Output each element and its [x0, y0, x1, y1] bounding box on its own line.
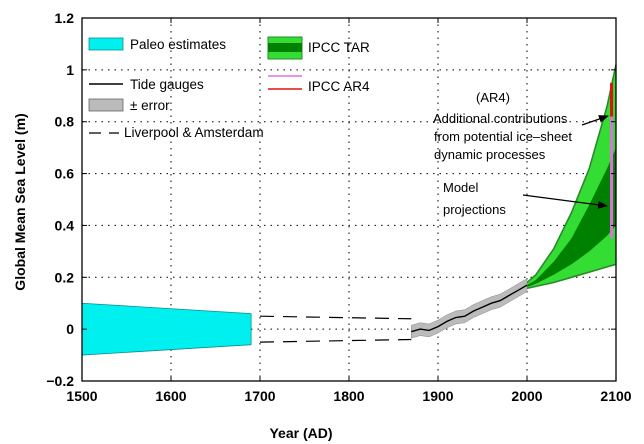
y-tick-label: 1 [66, 62, 74, 78]
y-tick-label: 0.8 [55, 114, 75, 130]
x-tick-label: 1800 [333, 388, 364, 404]
legend-label-paleo: Paleo estimates [130, 37, 226, 52]
liverpool-lower-line [259, 338, 412, 343]
legend-swatch-error [88, 98, 124, 112]
ice-sheet-annotation-line2: from potential ice–sheet [434, 129, 572, 144]
legend-label-liverpool: Liverpool & Amsterdam [124, 125, 264, 140]
model-projections-arrow [522, 194, 608, 209]
tar-upper-edge [517, 64, 617, 291]
tar-lower-edge [517, 263, 617, 292]
ar4-ice-sheet-bar [610, 82, 614, 117]
x-tick-label: 2100 [600, 388, 631, 404]
grid [82, 18, 616, 381]
ice-sheet-arrow [581, 115, 609, 126]
legend-label-ar4: IPCC AR4 [308, 79, 370, 94]
x-tick-label: 1600 [155, 388, 186, 404]
legend-label-tar: IPCC TAR [308, 40, 370, 55]
tick-labels: 1500 1600 1700 1800 1900 2000 2100 −0.2 0 0.2 0.4 0… [46, 10, 631, 404]
y-tick-label: −0.2 [46, 373, 74, 389]
y-tick-label: 0.2 [55, 269, 75, 285]
x-tick-label: 1900 [422, 388, 453, 404]
liverpool-upper-line [259, 315, 412, 320]
legend: Paleo estimates Tide gauges ± error Live… [88, 36, 370, 140]
y-tick-label: 0.4 [55, 217, 75, 233]
tide-gauge-line [411, 284, 528, 333]
ice-sheet-annotation-line1: Additional contributions [433, 111, 568, 126]
y-axis-title: Global Mean Sea Level (m) [12, 113, 28, 290]
tide-error-band [411, 278, 528, 339]
legend-label-error: ± error [130, 98, 170, 113]
legend-swatch-tar-inner [268, 43, 302, 52]
y-tick-label: 0.6 [55, 166, 75, 182]
ar4-annotation: (AR4) [476, 90, 510, 105]
legend-swatch-paleo [88, 37, 124, 51]
ar4-model-bar [610, 116, 614, 239]
model-projections-line1: Model [443, 180, 479, 195]
ice-sheet-annotation-line3: dynamic processes [434, 147, 546, 162]
tar-inner-band [518, 147, 616, 291]
y-tick-label: 1.2 [55, 10, 75, 26]
x-tick-label: 1700 [244, 388, 275, 404]
y-tick-label: 0 [66, 321, 74, 337]
x-tick-label: 1500 [66, 388, 97, 404]
legend-label-tide: Tide gauges [130, 77, 204, 92]
x-axis-title: Year (AD) [269, 425, 332, 441]
x-tick-label: 2000 [511, 388, 542, 404]
data-layer [81, 64, 617, 356]
annotations: (AR4) Additional contributions from pote… [433, 90, 609, 217]
model-projections-line2: projections [443, 202, 506, 217]
